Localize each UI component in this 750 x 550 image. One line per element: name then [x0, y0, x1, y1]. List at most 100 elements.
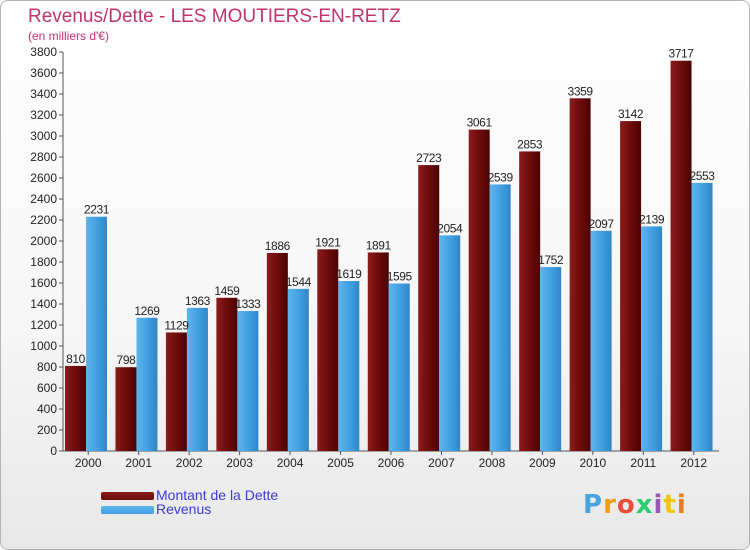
x-tick-label: 2000 — [75, 456, 102, 470]
bar-dette — [468, 129, 490, 451]
logo-letter: t — [663, 490, 677, 520]
logo-letter: o — [616, 490, 636, 520]
data-label: 2539 — [488, 170, 514, 184]
bar-dette — [367, 252, 389, 451]
bar-dette — [266, 252, 288, 451]
bar-revenus — [691, 182, 713, 451]
x-tick-label: 2012 — [680, 456, 707, 470]
bar-dette — [670, 60, 692, 452]
data-label: 1921 — [315, 235, 341, 249]
data-label: 2139 — [639, 212, 665, 226]
data-label: 2553 — [689, 169, 715, 183]
data-label: 2054 — [437, 221, 463, 235]
proxiti-logo: Proxiti — [583, 490, 687, 520]
bar-revenus — [388, 283, 410, 451]
bar-dette — [216, 297, 238, 451]
y-tick-label: 2600 — [30, 171, 57, 185]
data-label: 1544 — [286, 275, 312, 289]
bar-dette — [620, 121, 642, 451]
y-tick-label: 3600 — [30, 66, 57, 80]
bar-dette — [519, 151, 541, 451]
bar-revenus — [186, 307, 208, 451]
x-tick-label: 2009 — [529, 456, 556, 470]
bar-revenus — [287, 288, 309, 451]
y-tick-label: 200 — [37, 423, 57, 437]
data-label: 3717 — [668, 47, 694, 61]
data-label: 1891 — [366, 238, 392, 252]
bar-dette — [418, 165, 440, 451]
bar-revenus — [641, 226, 663, 451]
legend-swatch-dette — [101, 492, 154, 500]
y-tick-label: 1000 — [30, 339, 57, 353]
bar-dette — [165, 332, 187, 451]
bar-revenus — [86, 216, 107, 451]
data-label: 798 — [117, 353, 137, 367]
x-tick-label: 2007 — [428, 456, 455, 470]
bar-revenus — [489, 184, 511, 451]
bar-dette — [569, 98, 591, 452]
x-tick-label: 2005 — [327, 456, 354, 470]
x-tick-label: 2001 — [125, 456, 152, 470]
logo-letter: i — [653, 490, 664, 520]
bar-dette — [65, 365, 86, 451]
y-tick-label: 0 — [50, 444, 57, 458]
bar-revenus — [540, 267, 562, 451]
y-tick-label: 800 — [37, 360, 57, 374]
logo-letter: x — [635, 490, 654, 520]
data-label: 2853 — [517, 137, 543, 151]
x-tick-label: 2011 — [630, 456, 656, 470]
data-label: 1886 — [265, 239, 291, 253]
y-tick-label: 600 — [37, 381, 57, 395]
bar-revenus — [136, 317, 158, 451]
bar-revenus — [338, 281, 360, 451]
bar-dette — [317, 249, 339, 451]
x-tick-label: 2006 — [378, 456, 405, 470]
data-label: 3061 — [467, 116, 493, 130]
x-tick-label: 2002 — [176, 456, 203, 470]
y-tick-label: 3000 — [30, 129, 57, 143]
logo-letter: r — [603, 490, 617, 520]
data-label: 1595 — [387, 270, 413, 284]
bar-revenus — [590, 230, 612, 451]
data-label: 3142 — [618, 107, 644, 121]
x-tick-label: 2008 — [479, 456, 506, 470]
data-label: 1269 — [134, 304, 160, 318]
legend-swatch-revenus — [101, 506, 154, 514]
logo-letter: i — [676, 490, 687, 520]
data-label: 2723 — [416, 151, 442, 165]
data-label: 1752 — [538, 253, 564, 267]
data-label: 1333 — [235, 297, 261, 311]
y-tick-label: 3400 — [30, 87, 57, 101]
data-label: 810 — [66, 352, 86, 366]
x-tick-label: 2010 — [579, 456, 606, 470]
y-tick-label: 1200 — [30, 318, 57, 332]
data-label: 3359 — [568, 84, 594, 98]
y-tick-label: 1600 — [30, 276, 57, 290]
y-tick-label: 400 — [37, 402, 57, 416]
data-label: 2097 — [589, 217, 615, 231]
y-tick-label: 1800 — [30, 255, 57, 269]
data-label: 2231 — [84, 203, 110, 217]
y-tick-label: 3800 — [30, 45, 57, 59]
y-tick-label: 3200 — [30, 108, 57, 122]
logo-letter: P — [583, 490, 604, 520]
data-label: 1619 — [336, 267, 362, 281]
bar-revenus — [237, 311, 259, 451]
legend-label-revenus: Revenus — [156, 501, 212, 517]
y-tick-label: 2000 — [30, 234, 57, 248]
data-label: 1363 — [185, 294, 211, 308]
y-tick-label: 1400 — [30, 297, 57, 311]
chart-title: Revenus/Dette - LES MOUTIERS-EN-RETZ — [28, 6, 401, 27]
y-tick-label: 2200 — [30, 213, 57, 227]
bar-dette — [115, 367, 137, 451]
y-tick-label: 2800 — [30, 150, 57, 164]
chart-subtitle: (en milliers d'€) — [28, 29, 109, 43]
x-tick-label: 2004 — [277, 456, 304, 470]
data-label: 1459 — [214, 284, 240, 298]
legend-label-dette: Montant de la Dette — [156, 487, 279, 503]
bar-revenus — [439, 235, 461, 451]
data-label: 1129 — [164, 318, 189, 332]
y-tick-label: 2400 — [30, 192, 57, 206]
